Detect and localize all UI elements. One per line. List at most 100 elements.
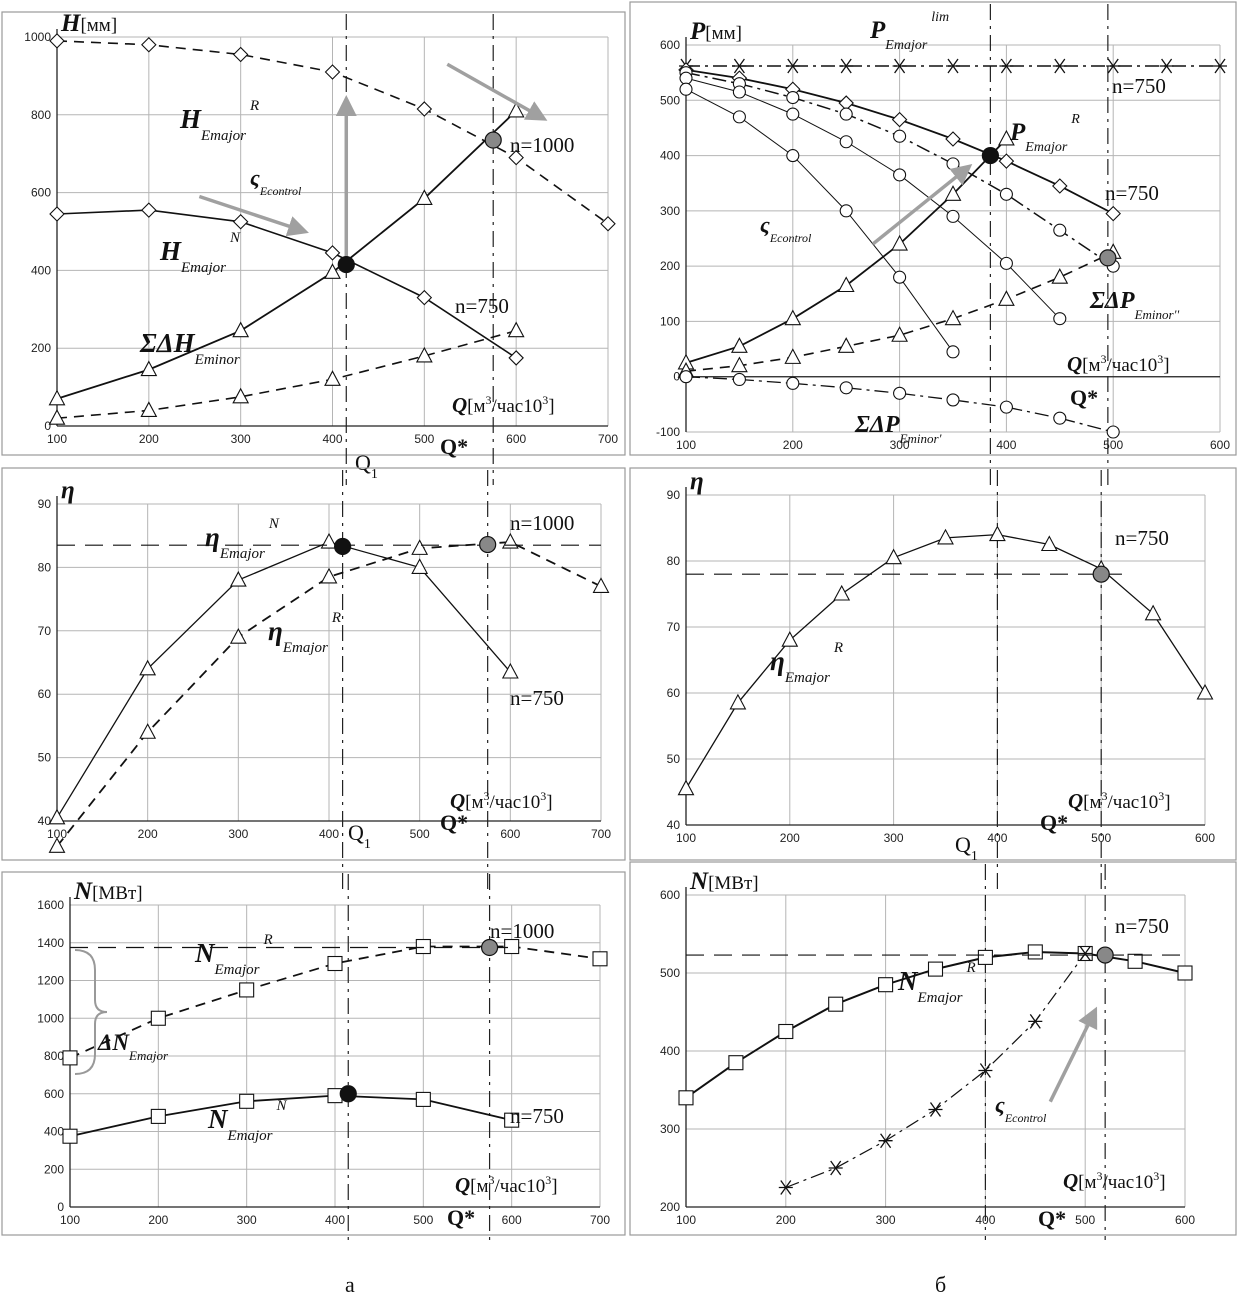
data-point-triangle [944,309,962,326]
data-point-triangle [1144,604,1162,621]
y-tick-label: 300 [660,1122,680,1136]
data-point-diamond [998,153,1015,169]
data-point-triangle [229,570,247,587]
data-point-triangle [729,693,747,710]
operating-point [1099,249,1117,267]
x-axis-label: Q[м3/час103] [450,789,553,813]
panel-frame [629,1,1237,456]
data-point-diamond [945,131,961,147]
x-tick-label: 100 [47,827,67,841]
y-tick-label: 60 [38,687,52,701]
data-point-square [504,1112,520,1128]
x-tick-label: 400 [319,827,339,841]
data-point-triangle [411,558,429,574]
data-point-star [946,58,960,74]
data-point-square [592,951,608,967]
curve-label-p-r: PEmajorR [1009,112,1080,155]
y-axis-label: N[МВт] [73,878,143,905]
data-point-triangle [232,387,250,404]
label-n-top: n=750 [1115,914,1169,938]
data-point-triangle [232,321,250,338]
label-control-curve: ςEcontrol [760,212,812,245]
data-point-diamond [508,350,524,366]
y-axis-label: P[мм] [689,18,742,45]
x-tick-label: 200 [776,1213,796,1227]
label-n-low: n=750 [455,294,509,318]
data-point-square [150,1010,166,1026]
x-tick-label: 400 [325,1213,345,1227]
y-tick-label: 400 [44,1125,64,1139]
x-tick-label: 600 [1175,1213,1195,1227]
data-point-star [1159,58,1174,74]
data-point-circle [732,110,746,124]
y-tick-label: 60 [667,686,681,700]
data-point-triangle [730,356,748,373]
data-point-circle [839,204,853,218]
data-point-triangle [730,337,748,353]
operating-point [1092,565,1110,583]
x-tick-label: 500 [1091,831,1111,845]
label-delta-n: ΔNEmajor [97,1030,169,1063]
data-point-star [839,58,854,74]
curve-label-n-r: NEmajorR [897,960,976,1006]
label-control-curve: ςEcontrol [250,165,302,198]
label-n-low: n=750 [510,1104,564,1128]
data-point-square [62,1128,78,1144]
operating-point [479,535,497,554]
label-qstar: Q* [1070,385,1098,410]
data-point-diamond [600,215,616,232]
label-qstar: Q* [1040,810,1068,835]
data-point-square [415,1091,431,1107]
data-point-circle [999,400,1013,414]
data-point-star [892,58,907,74]
data-point-triangle [229,627,247,644]
y-axis-label: N[МВт] [689,868,759,895]
x-tick-label: 700 [590,1213,610,1227]
y-tick-label: 0 [673,370,680,384]
y-tick-label: 80 [38,560,52,574]
data-point-triangle [1196,683,1214,700]
data-point-triangle [320,532,338,549]
x-tick-label: 300 [884,831,904,845]
x-axis-label: Q[м3/час103] [1067,352,1170,376]
data-point-square [62,1050,78,1066]
data-point-triangle [48,808,66,825]
data-point-square [878,977,894,993]
arrow-annotation [1048,1006,1098,1103]
data-point-triangle [1040,535,1058,552]
data-point-square [327,955,343,972]
series-line-4 [685,88,954,353]
data-point-square [415,938,431,955]
label-qstar: Q* [440,434,468,459]
y-tick-label: 1000 [37,1011,64,1025]
data-point-star [1106,58,1121,74]
operating-point [339,1085,357,1103]
data-point-triangle [140,360,158,377]
chart-panel-a3: 100 200 300 400 500 600 700 0 200 400 600 800 1000 12… [1,871,626,1240]
x-tick-label: 600 [506,432,526,446]
data-point-triangle [937,528,954,545]
y-tick-label: 90 [667,488,681,502]
label-n-high: n=1000 [490,919,554,943]
y-tick-label: 1000 [24,30,51,44]
y-tick-label: 600 [660,38,680,52]
data-point-star [785,58,800,74]
series-line-3 [685,77,1061,320]
data-point-triangle [988,525,1006,542]
curve-label-n-n: NEmajorN [207,1098,288,1144]
x-axis-label: Q[м3/час103] [452,393,555,417]
data-point-triangle [507,101,525,118]
data-point-triangle [677,779,695,796]
y-tick-label: 1400 [37,936,64,950]
data-point-diamond [416,289,433,306]
data-point-triangle [139,723,157,739]
y-tick-label: 600 [31,186,51,200]
data-point-square [504,938,520,955]
y-tick-label: 200 [31,341,51,355]
y-axis-label: H[мм] [60,10,117,37]
data-point-circle [679,71,693,85]
y-tick-label: 800 [44,1049,64,1063]
x-tick-label: 500 [410,827,430,841]
data-point-square [927,961,944,977]
